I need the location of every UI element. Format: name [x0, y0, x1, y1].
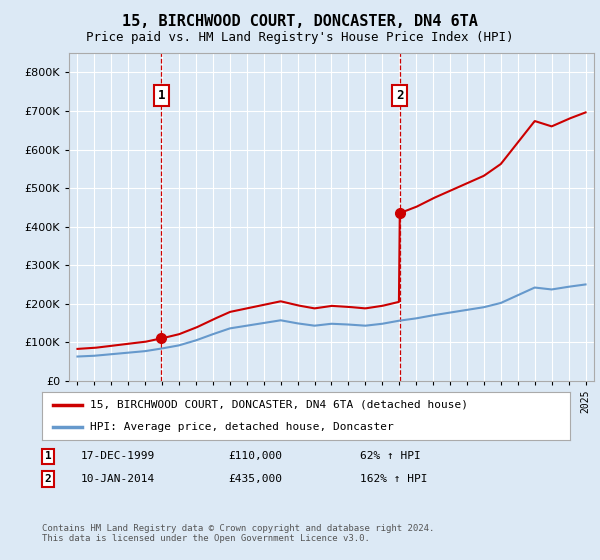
- Text: Price paid vs. HM Land Registry's House Price Index (HPI): Price paid vs. HM Land Registry's House …: [86, 31, 514, 44]
- Text: Contains HM Land Registry data © Crown copyright and database right 2024.
This d: Contains HM Land Registry data © Crown c…: [42, 524, 434, 543]
- Text: HPI: Average price, detached house, Doncaster: HPI: Average price, detached house, Donc…: [89, 422, 393, 432]
- Text: 10-JAN-2014: 10-JAN-2014: [81, 474, 155, 484]
- Text: £435,000: £435,000: [228, 474, 282, 484]
- Text: 162% ↑ HPI: 162% ↑ HPI: [360, 474, 427, 484]
- Text: 15, BIRCHWOOD COURT, DONCASTER, DN4 6TA: 15, BIRCHWOOD COURT, DONCASTER, DN4 6TA: [122, 14, 478, 29]
- Text: 2: 2: [44, 474, 52, 484]
- Text: 2: 2: [396, 89, 403, 102]
- Text: 62% ↑ HPI: 62% ↑ HPI: [360, 451, 421, 461]
- Text: 17-DEC-1999: 17-DEC-1999: [81, 451, 155, 461]
- Text: £110,000: £110,000: [228, 451, 282, 461]
- Text: 1: 1: [44, 451, 52, 461]
- Text: 15, BIRCHWOOD COURT, DONCASTER, DN4 6TA (detached house): 15, BIRCHWOOD COURT, DONCASTER, DN4 6TA …: [89, 400, 467, 410]
- Text: 1: 1: [158, 89, 165, 102]
